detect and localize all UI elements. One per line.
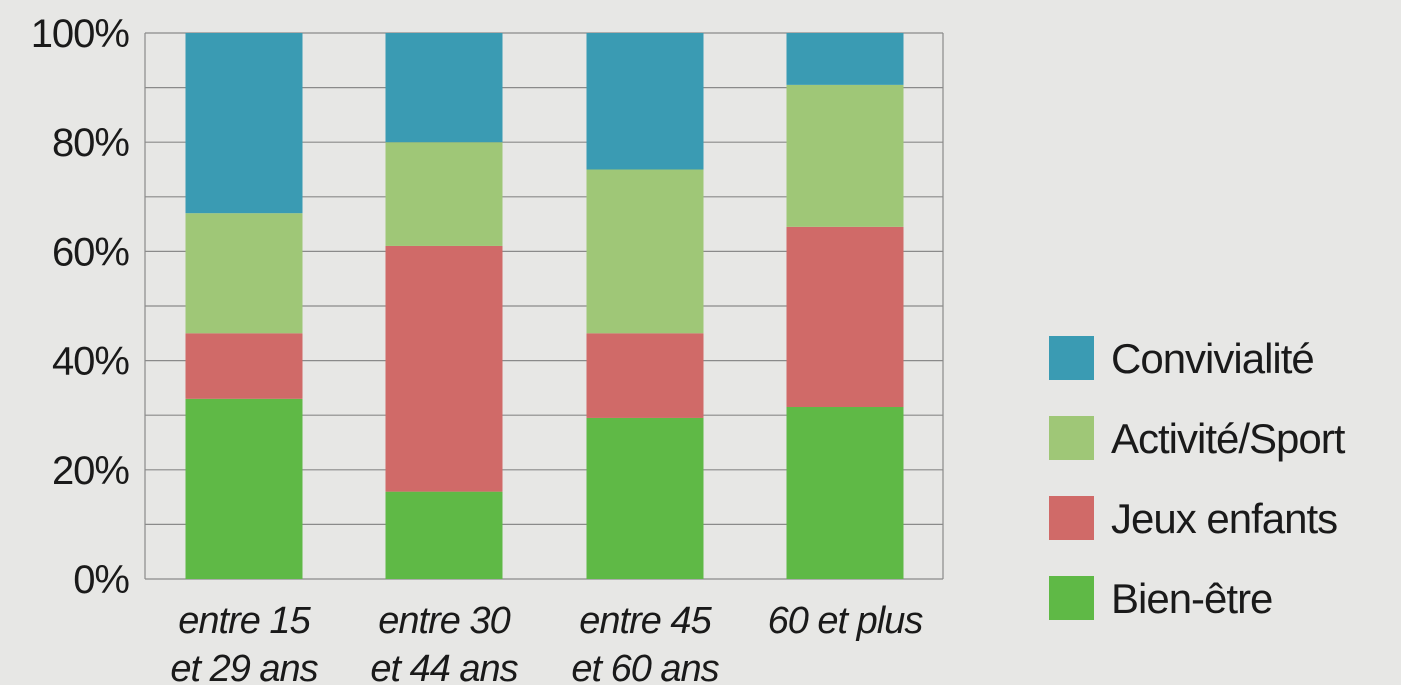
bars (185, 33, 904, 579)
x-tick-label: et 29 ans (170, 648, 318, 685)
bar-segment (786, 226, 904, 408)
x-tick-label: entre 45 (579, 600, 712, 642)
y-tick-label: 40% (52, 340, 129, 384)
x-tick-label: entre 15 (178, 600, 311, 642)
legend-swatch (1049, 336, 1094, 380)
legend-swatch (1049, 496, 1094, 540)
bar-segment (185, 33, 303, 214)
bar-segment (586, 33, 704, 170)
bar-segment (185, 398, 303, 579)
y-axis: 0% 20% 40% 60% 80% 100% (31, 12, 131, 602)
legend-label: Bien-être (1111, 575, 1272, 622)
bar-segment (385, 33, 503, 143)
bar-segment (185, 213, 303, 334)
x-tick-label: et 44 ans (370, 648, 518, 685)
y-tick-label: 20% (52, 449, 129, 493)
x-axis: entre 15 et 29 ans entre 30 et 44 ans entre … (170, 600, 924, 685)
x-tick-label: entre 30 (378, 600, 510, 642)
y-tick-label: 100% (31, 12, 130, 56)
x-tick-label: 60 et plus (768, 600, 924, 642)
y-tick-label: 60% (52, 230, 129, 274)
bar-segment (786, 33, 904, 85)
bar-segment (786, 407, 904, 579)
bar-segment (586, 333, 704, 418)
x-tick-label: et 60 ans (571, 648, 719, 685)
y-tick-label: 0% (73, 558, 129, 602)
bar-segment (586, 417, 704, 579)
legend-label: Activité/Sport (1111, 415, 1346, 462)
bar-segment (786, 84, 904, 227)
bar-segment (586, 169, 704, 334)
legend-swatch (1049, 416, 1094, 460)
bar-segment (385, 491, 503, 579)
legend-label: Convivialité (1111, 335, 1314, 382)
bar-segment (385, 245, 503, 492)
bar-segment (185, 333, 303, 399)
legend-swatch (1049, 576, 1094, 620)
legend: Convivialité Activité/Sport Jeux enfants Bi… (1049, 335, 1347, 622)
y-tick-label: 80% (52, 121, 129, 165)
legend-label: Jeux enfants (1111, 495, 1337, 542)
bar-segment (385, 142, 503, 246)
